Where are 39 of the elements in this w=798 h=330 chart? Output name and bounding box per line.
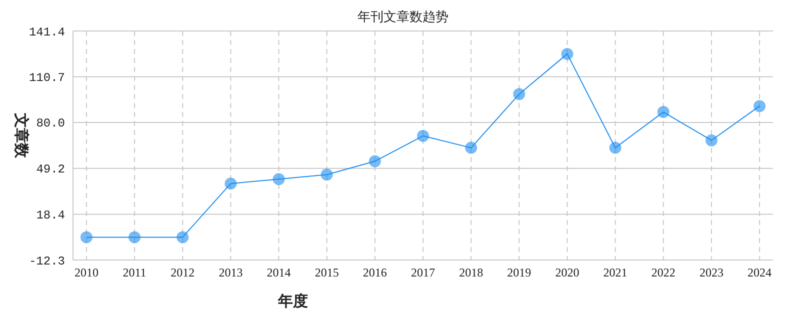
y-tick-label: 18.4 [36,208,65,223]
y-axis-title: 文章数 [12,112,30,160]
point [754,100,766,112]
point [417,130,429,142]
x-tick-label: 2014 [266,266,291,280]
x-tick-label: 2010 [74,266,98,280]
point [320,168,333,181]
point [561,48,574,60]
point [657,106,670,118]
x-tick-label: 2012 [170,266,195,280]
y-tick-label: 110.7 [28,71,65,85]
point [128,231,141,244]
x-tick-label: 2020 [555,266,580,280]
point [80,231,92,244]
point [609,142,622,154]
point [705,134,718,146]
x-tick-label: 2023 [699,266,724,280]
x-tick-label: 2016 [362,266,387,280]
point [465,142,478,154]
y-tick-label: -12.3 [28,254,65,268]
point [272,173,285,186]
y-tick-label: 80.0 [36,116,65,131]
x-tick-label: 2011 [122,266,146,280]
chart-title: 年刊文章数趋势 [356,9,450,26]
x-tick-label: 2013 [218,266,243,280]
y-tick-label: 141.4 [28,25,65,40]
x-tick-label: 2018 [459,266,484,280]
y-tick-label: 49.2 [36,162,65,177]
x-axis-title: 年度 [278,292,308,311]
x-tick-label: 2024 [748,266,772,280]
point [368,155,381,168]
x-tick-label: 2019 [507,266,532,280]
x-tick-label: 2022 [651,266,676,280]
point [176,231,189,244]
point [224,178,237,190]
x-tick-label: 2017 [411,266,435,280]
x-tick-label: 2021 [603,266,628,280]
point [513,88,526,100]
x-tick-label: 2015 [314,266,339,280]
